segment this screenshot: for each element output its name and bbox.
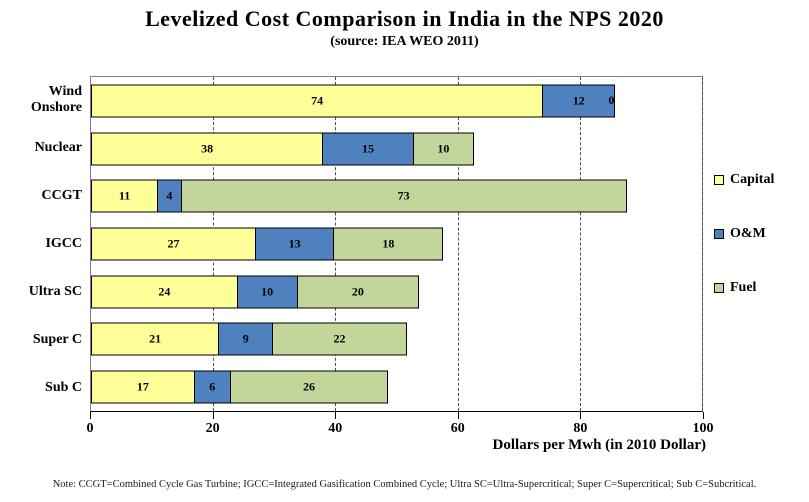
bar-row-ccgt: 11 4 73 <box>91 172 702 220</box>
bar-stack: 27 13 18 <box>91 227 702 261</box>
x-tick-mark-40 <box>335 412 337 419</box>
bar-segment-fuel: 18 <box>333 227 444 261</box>
bar-stack: 38 15 10 <box>91 132 702 166</box>
bar-segment-capital: 74 <box>91 84 544 118</box>
category-label-ultra-sc: Ultra SC <box>28 283 82 299</box>
bar-row-sub-c: 17 6 26 <box>91 363 702 411</box>
x-tick-label-20: 20 <box>205 421 220 436</box>
bar-segment-capital: 24 <box>91 275 238 309</box>
x-tick-label-60: 60 <box>450 421 465 436</box>
x-tick-mark-0 <box>90 412 91 419</box>
legend-swatch-fuel <box>714 283 724 293</box>
gridline-60 <box>457 77 459 411</box>
bar-rows: 74 12 0 38 15 10 11 4 73 27 13 18 24 10 20 21 9 22 17 6 26 <box>91 77 702 411</box>
bar-segment-om: 13 <box>254 227 335 261</box>
x-tick-mark-100 <box>703 412 704 419</box>
bar-row-super-c: 21 9 22 <box>91 316 702 364</box>
legend-label: Capital <box>730 172 775 187</box>
bar-row-ultra-sc: 24 10 20 <box>91 268 702 316</box>
bar-segment-om: 10 <box>236 275 298 309</box>
legend-item-om: O&M <box>714 226 806 242</box>
bar-segment-om: 9 <box>218 322 274 356</box>
bar-stack: 24 10 20 <box>91 275 702 309</box>
bar-segment-capital: 17 <box>91 370 195 404</box>
bar-stack: 21 9 22 <box>91 322 702 356</box>
category-label-wind-onshore: Wind Onshore <box>30 83 82 115</box>
bar-stack: 17 6 26 <box>91 370 702 404</box>
chart-title: Levelized Cost Comparison in India in th… <box>145 6 664 31</box>
bar-stack: 74 12 0 <box>91 84 702 118</box>
bar-segment-fuel: 10 <box>412 132 474 166</box>
legend-swatch-capital <box>714 175 724 185</box>
chart-subtitle: (source: IEA WEO 2011) <box>330 34 479 49</box>
bar-segment-om: 15 <box>322 132 414 166</box>
x-tick-mark-60 <box>457 412 459 419</box>
category-label-super-c: Super C <box>32 331 82 347</box>
x-tick-mark-20 <box>212 412 214 419</box>
category-label-sub-c: Sub C <box>45 379 82 395</box>
x-axis: 0 20 40 60 80 100 <box>86 412 714 452</box>
bar-row-igcc: 27 13 18 <box>91 220 702 268</box>
bar-segment-om: 12 <box>542 84 616 118</box>
legend-item-capital: Capital <box>714 172 806 188</box>
legend: Capital O&M Fuel <box>714 172 806 334</box>
bar-segment-capital: 27 <box>91 227 256 261</box>
bar-segment-fuel: 22 <box>272 322 407 356</box>
gridline-100 <box>702 77 703 411</box>
x-axis-title: Dollars per Mwh (in 2010 Dollar) <box>492 437 706 453</box>
x-tick-label-40: 40 <box>328 421 343 436</box>
x-tick-mark-80 <box>580 412 582 419</box>
x-tick-label-0: 0 <box>86 421 94 436</box>
bar-stack: 11 4 73 <box>91 179 702 213</box>
category-label-nuclear: Nuclear <box>34 139 82 155</box>
x-tick-label-100: 100 <box>692 421 714 436</box>
bar-segment-om: 4 <box>157 179 182 213</box>
legend-label: Fuel <box>730 280 757 295</box>
category-label-igcc: IGCC <box>45 235 82 251</box>
bar-segment-fuel: 26 <box>229 370 389 404</box>
bar-segment-fuel: 20 <box>296 275 419 309</box>
bar-segment-fuel: 73 <box>180 179 627 213</box>
bar-segment-capital: 21 <box>91 322 220 356</box>
gridline-80 <box>579 77 581 411</box>
bar-segment-capital: 11 <box>91 179 159 213</box>
bar-segment-capital: 38 <box>91 132 324 166</box>
category-label-ccgt: CCGT <box>41 187 82 203</box>
zero-value-label-fuel: 0 <box>608 93 615 108</box>
legend-swatch-om <box>714 229 724 239</box>
bar-row-wind-onshore: 74 12 0 <box>91 77 702 125</box>
legend-item-fuel: Fuel <box>714 280 806 296</box>
x-tick-label-80: 80 <box>573 421 588 436</box>
y-axis-category-labels: Wind Onshore Nuclear CCGT IGCC Ultra SC Super… <box>0 76 82 412</box>
bar-row-nuclear: 38 15 10 <box>91 125 702 173</box>
bar-segment-om: 6 <box>193 370 231 404</box>
legend-label: O&M <box>730 226 766 241</box>
footnote: Note: CCGT=Combined Cycle Gas Turbine; I… <box>52 479 757 490</box>
plot-area: 74 12 0 38 15 10 11 4 73 27 13 18 24 10 20 21 9 22 17 6 26 <box>90 76 703 412</box>
